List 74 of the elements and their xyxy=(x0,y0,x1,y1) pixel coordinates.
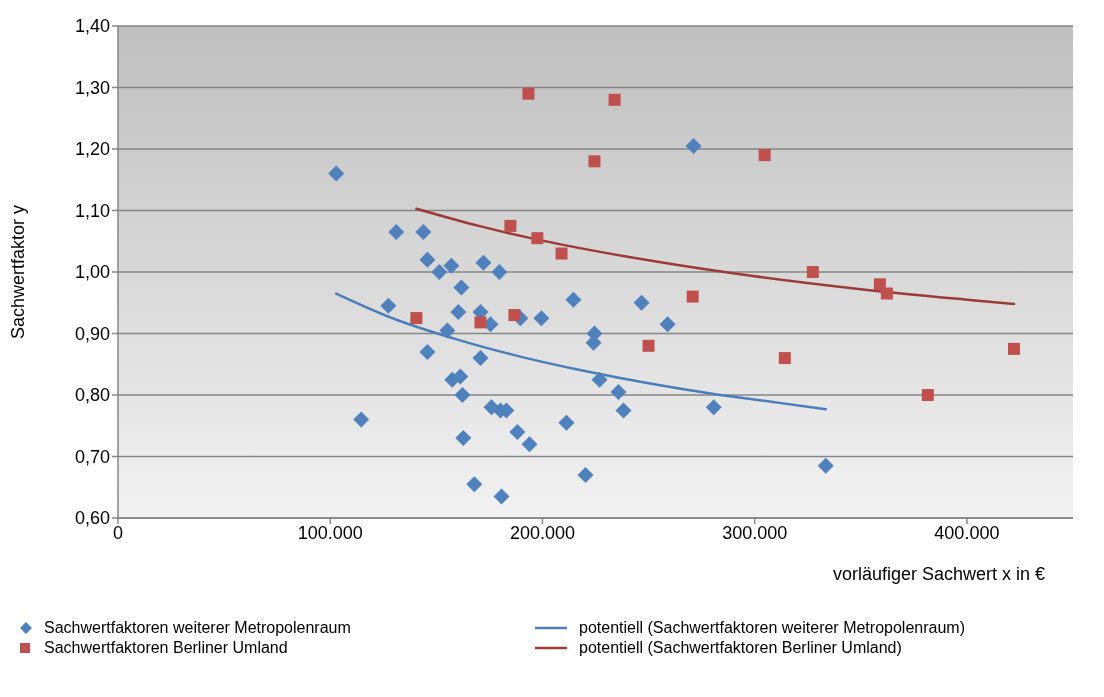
point xyxy=(388,224,405,241)
point xyxy=(439,322,456,339)
point xyxy=(577,466,594,483)
point xyxy=(522,87,535,100)
point xyxy=(452,368,469,385)
x-tick-label: 400.000 xyxy=(934,522,1000,543)
point xyxy=(431,264,448,280)
point xyxy=(1008,342,1020,355)
y-tick-label: 0,90 xyxy=(74,323,110,344)
point xyxy=(615,402,632,419)
point xyxy=(921,389,934,401)
point xyxy=(328,165,345,182)
point xyxy=(443,257,460,274)
point xyxy=(533,310,550,327)
point xyxy=(419,251,436,268)
point xyxy=(565,291,582,308)
point xyxy=(493,488,510,505)
point xyxy=(455,430,472,447)
point xyxy=(508,309,521,322)
point xyxy=(531,232,544,245)
y-tick-label: 0,80 xyxy=(74,385,110,406)
point xyxy=(419,343,436,360)
y-tick-label: 1,40 xyxy=(74,16,110,37)
line-series xyxy=(415,207,1016,306)
point xyxy=(509,423,526,440)
point xyxy=(475,254,492,271)
point xyxy=(504,219,517,232)
point xyxy=(705,399,722,416)
point xyxy=(880,287,893,300)
point xyxy=(454,387,471,403)
point xyxy=(353,411,370,428)
x-tick-label: 200.000 xyxy=(509,522,575,543)
legend-label: Sachwertfaktoren Berliner Umland xyxy=(44,639,288,657)
point xyxy=(633,294,650,311)
x-tick-label: 100.000 xyxy=(297,522,363,543)
x-tick-label: 300.000 xyxy=(722,522,788,543)
point xyxy=(873,278,886,291)
point xyxy=(450,303,467,320)
legend-label: Sachwertfaktoren weiterer Metropolenraum xyxy=(44,619,351,637)
legend-label: potentiell (Sachwertfaktoren weiterer Metropolenraum) xyxy=(579,619,965,637)
point xyxy=(659,316,676,333)
y-tick-label: 1,10 xyxy=(74,200,110,221)
point xyxy=(380,297,397,314)
y-tick-label: 0,70 xyxy=(74,446,110,467)
point xyxy=(686,290,699,303)
point xyxy=(591,371,608,388)
point xyxy=(555,247,568,260)
y-tick-label: 1,20 xyxy=(74,139,110,160)
x-tick-label: 0 xyxy=(112,522,124,543)
point xyxy=(588,155,601,168)
point xyxy=(491,264,508,280)
point xyxy=(472,350,489,367)
point xyxy=(410,312,423,325)
point xyxy=(608,93,621,106)
y-axis-title: Sachwertfaktor y xyxy=(8,204,29,340)
point xyxy=(817,457,834,474)
point xyxy=(685,137,702,154)
point xyxy=(610,383,627,400)
y-tick-label: 0,60 xyxy=(74,508,110,529)
point xyxy=(558,414,575,431)
x-axis-title: vorläufiger Sachwert x in € xyxy=(832,564,1045,584)
legend-label: potentiell (Sachwertfaktoren Berliner Umland) xyxy=(579,639,902,657)
point xyxy=(778,352,791,365)
point xyxy=(758,149,771,162)
y-tick-label: 1,00 xyxy=(74,262,110,283)
y-tick-label: 1,30 xyxy=(74,77,110,98)
point xyxy=(466,476,483,493)
point xyxy=(415,224,432,241)
point xyxy=(521,436,538,453)
point xyxy=(453,279,470,296)
point xyxy=(474,316,487,329)
point xyxy=(806,266,819,278)
point xyxy=(642,339,655,352)
line-series xyxy=(334,292,828,411)
